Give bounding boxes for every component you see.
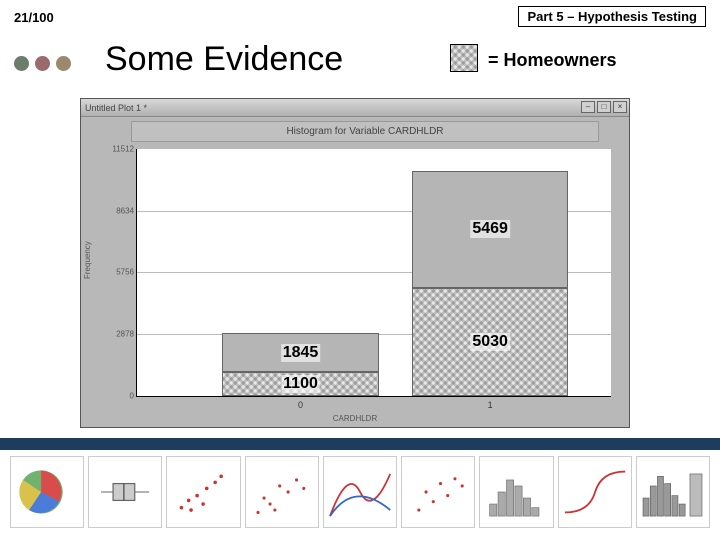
bar-group: 5469 5030 (412, 171, 568, 397)
thumbnail-boxplot[interactable] (88, 456, 162, 528)
thumbnail-strip (10, 456, 710, 528)
slide-title: Some Evidence (105, 40, 343, 79)
chart-title: Histogram for Variable CARDHLDR (131, 121, 599, 142)
x-axis-label: CARDHLDR (333, 414, 377, 423)
thumbnail-scatter_red2[interactable] (401, 456, 475, 528)
y-tick-label: 2878 (116, 330, 134, 339)
window-title: Untitled Plot 1 * (85, 103, 147, 113)
part-label: Part 5 – Hypothesis Testing (518, 6, 706, 27)
thumbnail-hist_bar[interactable] (636, 456, 710, 528)
thumbnail-pie[interactable] (10, 456, 84, 528)
y-tick-label: 8634 (116, 206, 134, 215)
y-axis-label: Frequency (83, 242, 92, 280)
thumbnail-histogram[interactable] (479, 456, 553, 528)
window-controls: – □ × (581, 101, 627, 113)
bullet-dot (14, 56, 29, 71)
bullet-dot (56, 56, 71, 71)
thumbnail-scatter_red[interactable] (245, 456, 319, 528)
maximize-icon[interactable]: □ (597, 101, 611, 113)
legend-label: = Homeowners (488, 50, 617, 71)
bar-value-label: 1100 (281, 375, 320, 393)
thumbnail-kernel[interactable] (323, 456, 397, 528)
x-tick-label: 0 (298, 400, 303, 410)
thumbnail-logistic[interactable] (558, 456, 632, 528)
y-tick-label: 5756 (116, 268, 134, 277)
minimize-icon[interactable]: – (581, 101, 595, 113)
x-tick-label: 1 (488, 400, 493, 410)
title-bullets (14, 56, 71, 71)
bar-group: 1845 1100 (222, 333, 378, 396)
y-tick-label: 0 (130, 392, 134, 401)
plot-titlebar: Untitled Plot 1 * – □ × (81, 99, 629, 117)
bar-value-label: 5469 (470, 220, 510, 238)
bar-value-label: 1845 (281, 344, 321, 362)
plot-area: 115128634575628780184511000546950301 (136, 149, 611, 397)
plot-window: Untitled Plot 1 * – □ × Histogram for Va… (80, 98, 630, 428)
close-icon[interactable]: × (613, 101, 627, 113)
thumbnail-scatter_multi[interactable] (166, 456, 240, 528)
slide: 21/100 Part 5 – Hypothesis Testing Some … (0, 0, 720, 540)
legend-swatch (450, 44, 478, 72)
bullet-dot (35, 56, 50, 71)
page-number: 21/100 (14, 10, 54, 25)
accent-bar (0, 438, 720, 450)
y-tick-label: 11512 (112, 144, 134, 153)
bar-value-label: 5030 (470, 333, 510, 351)
